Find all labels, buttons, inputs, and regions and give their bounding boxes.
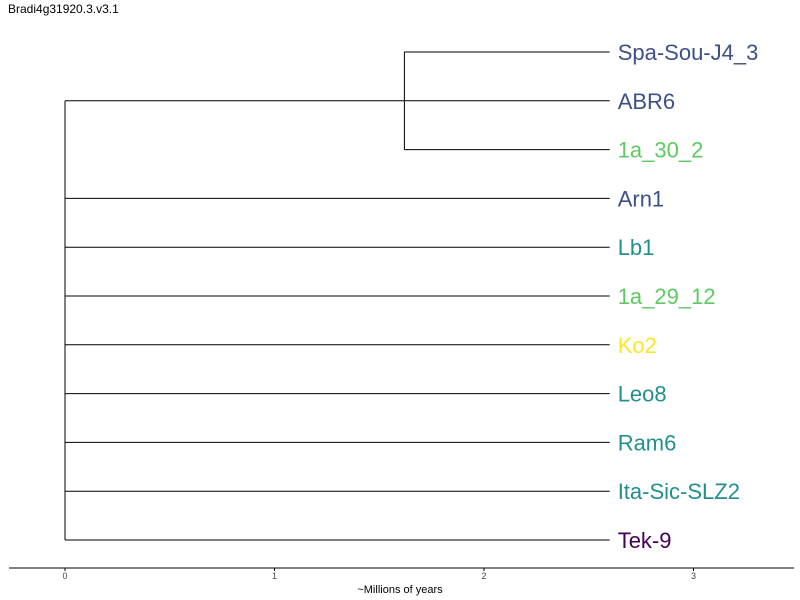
leaf-label: ABR6 [618, 89, 675, 114]
leaf-label: 1a_30_2 [618, 138, 704, 163]
leaf-label: Tek-9 [618, 528, 672, 553]
axis-title: ~Millions of years [357, 584, 443, 596]
axis-tick-label: 0 [62, 571, 67, 581]
tree-branches [64, 51, 610, 541]
leaf-label: Arn1 [618, 186, 664, 211]
leaf-labels: Spa-Sou-J4_3 ABR6 1a_30_2 Arn1 Lb1 1a_29_12 Ko… [618, 40, 759, 553]
time-axis: 0 1 2 3 ~Millions of years [9, 567, 794, 596]
axis-tick-label: 1 [272, 571, 277, 581]
leaf-label: Ram6 [618, 430, 677, 455]
leaf-label: Ita-Sic-SLZ2 [618, 479, 740, 504]
leaf-label: 1a_29_12 [618, 284, 716, 309]
figure-title: Bradi4g31920.3.v3.1 [8, 2, 119, 16]
axis-tick-label: 2 [481, 571, 486, 581]
leaf-label: Leo8 [618, 382, 667, 407]
leaf-label: Ko2 [618, 333, 657, 358]
leaf-label: Lb1 [618, 235, 655, 260]
axis-tick-label: 3 [691, 571, 696, 581]
leaf-label: Spa-Sou-J4_3 [618, 40, 759, 65]
